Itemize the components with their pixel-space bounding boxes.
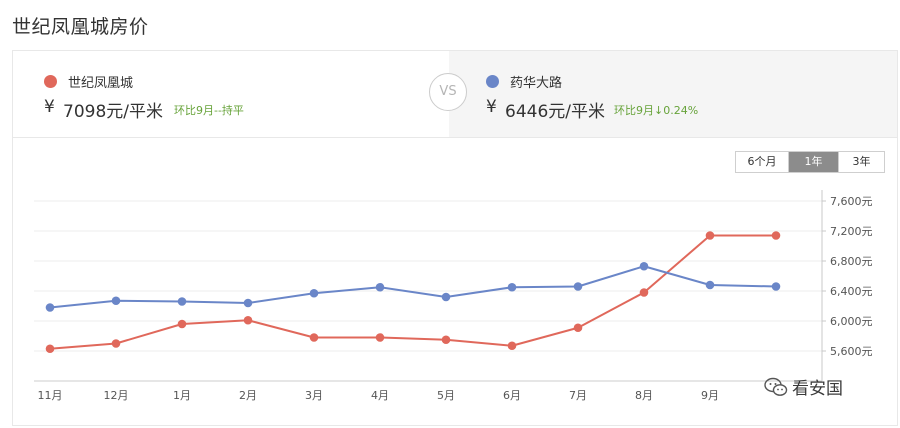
watermark: 看安国 [764,374,843,399]
left-currency-symbol: ¥ [44,97,55,117]
data-point-1[interactable] [243,298,253,308]
x-tick-label: 12月 [104,389,129,402]
x-tick-label: 11月 [38,389,63,402]
tab-3-years[interactable]: 3年 [838,152,884,172]
y-tick-label: 7,200元 [830,225,873,238]
x-tick-label: 8月 [635,389,653,402]
right-trend: 环比9月↓0.24% [614,104,699,117]
data-point-1[interactable] [507,282,517,292]
data-point-1[interactable] [309,288,319,298]
data-point-1[interactable] [639,261,649,271]
compare-left-block: 世纪凤凰城 ¥ 7098元/平米 环比9月--持平 [13,51,449,137]
x-tick-label: 3月 [305,389,323,402]
data-point-0[interactable] [177,319,187,329]
x-tick-label: 1月 [173,389,191,402]
data-point-0[interactable] [639,288,649,297]
comparison-panel: 世纪凤凰城 ¥ 7098元/平米 环比9月--持平 药华大路 ¥ 6446元/平… [12,50,898,426]
data-point-1[interactable] [705,280,715,290]
y-tick-label: 6,400元 [830,285,873,298]
series-line-0 [49,234,776,350]
x-tick-label: 2月 [239,389,257,402]
data-point-0[interactable] [705,231,715,240]
x-tick-label: 7月 [569,389,587,402]
data-point-1[interactable] [375,282,385,292]
left-series-dot [44,75,57,88]
data-point-0[interactable] [441,335,451,345]
data-point-1[interactable] [111,296,121,306]
data-point-0[interactable] [573,323,583,333]
left-price: 7098元/平米 [63,102,163,122]
data-point-0[interactable] [771,231,781,240]
right-currency-symbol: ¥ [486,97,497,117]
data-point-1[interactable] [771,282,781,291]
x-tick-label: 5月 [437,389,455,402]
data-point-0[interactable] [309,333,319,342]
data-point-0[interactable] [243,315,253,325]
page-title: 世纪凤凰城房价 [12,16,149,38]
tab-6-months[interactable]: 6个月 [747,155,777,168]
left-trend: 环比9月--持平 [174,104,244,117]
data-point-0[interactable] [45,344,55,354]
y-tick-label: 5,600元 [830,345,873,358]
tab-1-year[interactable]: 1年 [788,152,838,172]
x-tick-label: 4月 [371,389,389,402]
right-place-name: 药华大路 [510,76,563,91]
watermark-text: 看安国 [792,379,843,399]
comparison-header: 世纪凤凰城 ¥ 7098元/平米 环比9月--持平 药华大路 ¥ 6446元/平… [13,51,897,138]
wechat-icon [764,377,788,396]
time-range-tabs: 6个月 1年 3年 [735,151,885,173]
compare-right-block: 药华大路 ¥ 6446元/平米 环比9月↓0.24% [449,51,897,137]
data-point-1[interactable] [441,292,451,302]
data-point-1[interactable] [573,282,583,291]
y-tick-label: 7,600元 [830,195,873,208]
data-point-1[interactable] [45,303,55,312]
left-place-name: 世纪凤凰城 [68,76,134,91]
right-series-dot [486,75,499,88]
y-tick-label: 6,000元 [830,315,873,328]
vs-badge: VS [429,73,467,111]
data-point-0[interactable] [375,333,385,342]
y-tick-label: 6,800元 [830,255,873,268]
data-point-0[interactable] [507,341,517,351]
x-tick-label: 9月 [701,389,719,402]
data-point-0[interactable] [111,339,121,348]
data-point-1[interactable] [177,297,187,306]
x-tick-label: 6月 [503,389,521,402]
right-price: 6446元/平米 [505,102,605,122]
series-line-1 [49,265,777,309]
